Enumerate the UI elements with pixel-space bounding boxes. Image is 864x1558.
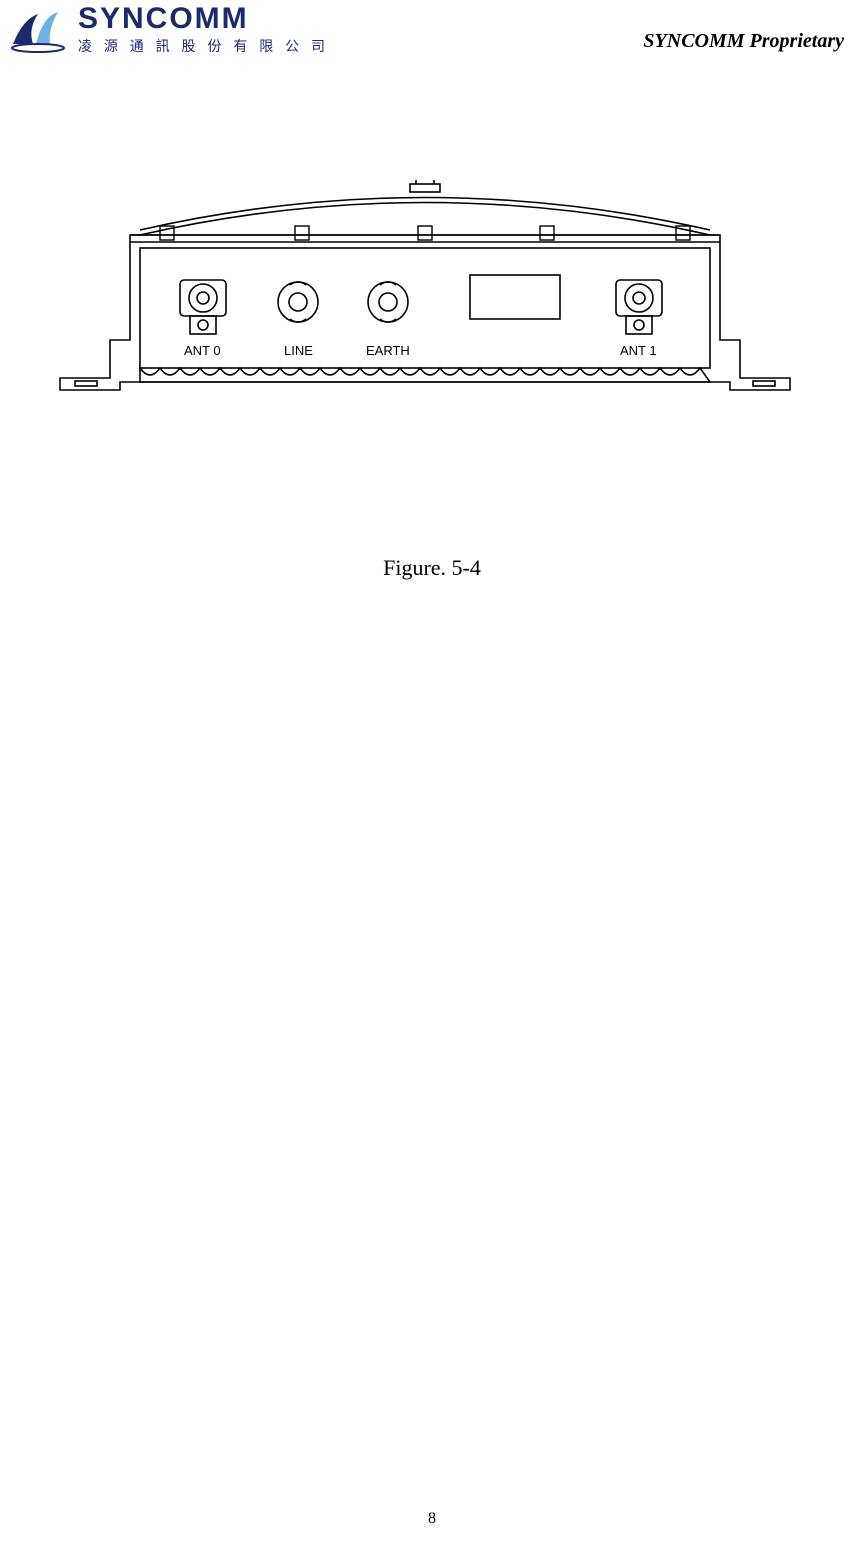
device-front-view-icon: ANT 0 LINE EARTH ANT 1 <box>40 130 810 430</box>
label-ant1: ANT 1 <box>620 343 657 358</box>
page-number: 8 <box>0 1510 864 1528</box>
figure-caption: Figure. 5-4 <box>0 555 864 581</box>
logo-mark-icon <box>8 4 68 54</box>
proprietary-label: SYNCOMM Proprietary <box>643 30 844 53</box>
company-logo: SYNCOMM 凌 源 通 訊 股 份 有 限 公 司 <box>8 4 388 64</box>
device-diagram: ANT 0 LINE EARTH ANT 1 <box>40 130 810 510</box>
label-ant0: ANT 0 <box>184 343 221 358</box>
label-earth: EARTH <box>366 343 410 358</box>
logo-subtitle: 凌 源 通 訊 股 份 有 限 公 司 <box>78 36 329 56</box>
page-header: SYNCOMM 凌 源 通 訊 股 份 有 限 公 司 SYNCOMM Prop… <box>0 0 864 70</box>
label-line: LINE <box>284 343 313 358</box>
logo-wordmark: SYNCOMM <box>78 2 249 36</box>
